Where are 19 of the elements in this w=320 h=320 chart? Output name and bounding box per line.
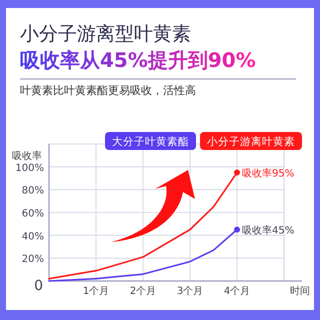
- y-tick-label: 20%: [22, 254, 44, 266]
- y-tick-label: 80%: [22, 186, 44, 197]
- x-axis-title: 时间: [290, 285, 310, 297]
- annotation: 吸收率45%: [242, 224, 294, 237]
- y-tick-label: 40%: [22, 231, 44, 242]
- x-tick-label: 1个月: [82, 285, 110, 297]
- x-tick-label: 4个月: [224, 285, 250, 297]
- x-tick-label: 2个月: [130, 285, 156, 297]
- y-tick-label: 100%: [15, 162, 44, 174]
- annotation: 吸收率95%: [242, 168, 294, 180]
- y-tick-label: 60%: [22, 208, 44, 220]
- text: 叶黄素比叶黄素酯更易吸收，活性高: [20, 84, 196, 97]
- y-tick-label: 0: [34, 278, 43, 294]
- text: 大分子叶黄素酯: [112, 135, 189, 148]
- chart-subtitle: 吸收率从45%提升到90%: [20, 48, 256, 72]
- y-axis-title: 吸收率: [12, 150, 42, 162]
- x-tick-label: 3个月: [176, 285, 204, 297]
- text: 小分子游离叶黄素: [207, 135, 295, 148]
- chart-title: 小分子游离型叶黄素: [20, 23, 191, 45]
